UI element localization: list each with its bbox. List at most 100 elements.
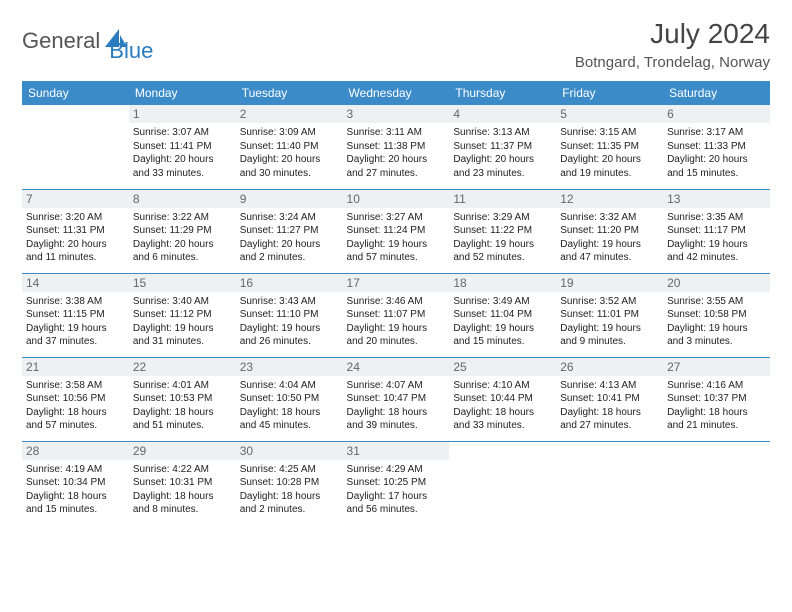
day-details: Sunrise: 4:22 AMSunset: 10:31 PMDaylight…: [133, 463, 232, 517]
day-number: 26: [556, 358, 663, 376]
day-details: Sunrise: 3:40 AMSunset: 11:12 PMDaylight…: [133, 295, 232, 349]
day-details: Sunrise: 4:19 AMSunset: 10:34 PMDaylight…: [26, 463, 125, 517]
day-cell: 12 Sunrise: 3:32 AMSunset: 11:20 PMDaylig…: [556, 189, 663, 273]
weekday-header: Monday: [129, 81, 236, 105]
day-cell: 16 Sunrise: 3:43 AMSunset: 11:10 PMDaylig…: [236, 273, 343, 357]
day-cell: 26 Sunrise: 4:13 AMSunset: 10:41 PMDaylig…: [556, 357, 663, 441]
day-details: Sunrise: 3:58 AMSunset: 10:56 PMDaylight…: [26, 379, 125, 433]
logo: General Blue: [22, 18, 153, 64]
day-number: 24: [343, 358, 450, 376]
day-cell: 24Sunrise: 4:07 AMSunset: 10:47 PMDaylig…: [343, 357, 450, 441]
day-number: 19: [556, 274, 663, 292]
day-cell: 31Sunrise: 4:29 AMSunset: 10:25 PMDaylig…: [343, 441, 450, 525]
day-cell: 10 Sunrise: 3:27 AMSunset: 11:24 PMDaylig…: [343, 189, 450, 273]
day-details: Sunrise: 3:27 AMSunset: 11:24 PMDaylight…: [347, 211, 446, 265]
day-details: Sunrise: 3:24 AMSunset: 11:27 PMDaylight…: [240, 211, 339, 265]
day-cell: 3 Sunrise: 3:11 AMSunset: 11:38 PMDayligh…: [343, 105, 450, 189]
day-details: Sunrise: 3:22 AMSunset: 11:29 PMDaylight…: [133, 211, 232, 265]
header: General Blue July 2024 Botngard, Trondel…: [22, 18, 770, 71]
day-number: 8: [129, 190, 236, 208]
day-number: 14: [22, 274, 129, 292]
weekday-header: Saturday: [663, 81, 770, 105]
day-cell: 6 Sunrise: 3:17 AMSunset: 11:33 PMDayligh…: [663, 105, 770, 189]
day-cell: 4 Sunrise: 3:13 AMSunset: 11:37 PMDayligh…: [449, 105, 556, 189]
day-details: Sunrise: 3:49 AMSunset: 11:04 PMDaylight…: [453, 295, 552, 349]
day-cell: 18 Sunrise: 3:49 AMSunset: 11:04 PMDaylig…: [449, 273, 556, 357]
day-number: 11: [449, 190, 556, 208]
calendar-row: 28 Sunrise: 4:19 AMSunset: 10:34 PMDaylig…: [22, 441, 770, 525]
day-number: 16: [236, 274, 343, 292]
day-number: 13: [663, 190, 770, 208]
day-cell: 20 Sunrise: 3:55 AMSunset: 10:58 PMDaylig…: [663, 273, 770, 357]
day-cell: 21Sunrise: 3:58 AMSunset: 10:56 PMDaylig…: [22, 357, 129, 441]
empty-cell: [449, 441, 556, 525]
day-details: Sunrise: 3:20 AMSunset: 11:31 PMDaylight…: [26, 211, 125, 265]
day-number: 15: [129, 274, 236, 292]
calendar-body: 1 Sunrise: 3:07 AMSunset: 11:41 PMDayligh…: [22, 105, 770, 525]
day-cell: 25Sunrise: 4:10 AMSunset: 10:44 PMDaylig…: [449, 357, 556, 441]
day-cell: 7 Sunrise: 3:20 AMSunset: 11:31 PMDayligh…: [22, 189, 129, 273]
day-details: Sunrise: 3:55 AMSunset: 10:58 PMDaylight…: [667, 295, 766, 349]
day-cell: 29 Sunrise: 4:22 AMSunset: 10:31 PMDaylig…: [129, 441, 236, 525]
day-cell: 13 Sunrise: 3:35 AMSunset: 11:17 PMDaylig…: [663, 189, 770, 273]
calendar-row: 7 Sunrise: 3:20 AMSunset: 11:31 PMDayligh…: [22, 189, 770, 273]
day-details: Sunrise: 4:13 AMSunset: 10:41 PMDaylight…: [560, 379, 659, 433]
day-cell: 22Sunrise: 4:01 AMSunset: 10:53 PMDaylig…: [129, 357, 236, 441]
day-number: 29: [129, 442, 236, 460]
day-number: 23: [236, 358, 343, 376]
calendar-row: 14 Sunrise: 3:38 AMSunset: 11:15 PMDaylig…: [22, 273, 770, 357]
empty-cell: [663, 441, 770, 525]
weekday-header: Friday: [556, 81, 663, 105]
weekday-header: Thursday: [449, 81, 556, 105]
day-number: 27: [663, 358, 770, 376]
weekday-header: Wednesday: [343, 81, 450, 105]
day-number: 3: [343, 105, 450, 123]
day-cell: 5 Sunrise: 3:15 AMSunset: 11:35 PMDayligh…: [556, 105, 663, 189]
day-details: Sunrise: 3:35 AMSunset: 11:17 PMDaylight…: [667, 211, 766, 265]
day-cell: 8 Sunrise: 3:22 AMSunset: 11:29 PMDayligh…: [129, 189, 236, 273]
day-number: 12: [556, 190, 663, 208]
day-number: 1: [129, 105, 236, 123]
day-number: 10: [343, 190, 450, 208]
logo-text-general: General: [22, 28, 100, 54]
day-number: 30: [236, 442, 343, 460]
day-number: 17: [343, 274, 450, 292]
day-number: 9: [236, 190, 343, 208]
day-number: 28: [22, 442, 129, 460]
day-number: 22: [129, 358, 236, 376]
day-number: 18: [449, 274, 556, 292]
day-details: Sunrise: 3:38 AMSunset: 11:15 PMDaylight…: [26, 295, 125, 349]
day-details: Sunrise: 3:17 AMSunset: 11:33 PMDaylight…: [667, 126, 766, 180]
day-number: 4: [449, 105, 556, 123]
weekday-header-row: SundayMondayTuesdayWednesdayThursdayFrid…: [22, 81, 770, 105]
day-number: 6: [663, 105, 770, 123]
day-details: Sunrise: 4:25 AMSunset: 10:28 PMDaylight…: [240, 463, 339, 517]
day-details: Sunrise: 3:43 AMSunset: 11:10 PMDaylight…: [240, 295, 339, 349]
logo-text-blue: Blue: [109, 38, 153, 64]
day-cell: 28 Sunrise: 4:19 AMSunset: 10:34 PMDaylig…: [22, 441, 129, 525]
day-details: Sunrise: 3:15 AMSunset: 11:35 PMDaylight…: [560, 126, 659, 180]
day-details: Sunrise: 3:32 AMSunset: 11:20 PMDaylight…: [560, 211, 659, 265]
day-number: 31: [343, 442, 450, 460]
day-number: 20: [663, 274, 770, 292]
day-cell: 9 Sunrise: 3:24 AMSunset: 11:27 PMDayligh…: [236, 189, 343, 273]
location-text: Botngard, Trondelag, Norway: [575, 54, 770, 71]
calendar-row: 21Sunrise: 3:58 AMSunset: 10:56 PMDaylig…: [22, 357, 770, 441]
empty-cell: [22, 105, 129, 189]
day-cell: 17 Sunrise: 3:46 AMSunset: 11:07 PMDaylig…: [343, 273, 450, 357]
day-cell: 15 Sunrise: 3:40 AMSunset: 11:12 PMDaylig…: [129, 273, 236, 357]
day-cell: 2Sunrise: 3:09 AMSunset: 11:40 PMDayligh…: [236, 105, 343, 189]
day-details: Sunrise: 3:13 AMSunset: 11:37 PMDaylight…: [453, 126, 552, 180]
day-details: Sunrise: 4:16 AMSunset: 10:37 PMDaylight…: [667, 379, 766, 433]
calendar-row: 1 Sunrise: 3:07 AMSunset: 11:41 PMDayligh…: [22, 105, 770, 189]
month-title: July 2024: [575, 18, 770, 50]
day-details: Sunrise: 3:07 AMSunset: 11:41 PMDaylight…: [133, 126, 232, 180]
day-details: Sunrise: 3:11 AMSunset: 11:38 PMDaylight…: [347, 126, 446, 180]
day-number: 7: [22, 190, 129, 208]
day-cell: 30 Sunrise: 4:25 AMSunset: 10:28 PMDaylig…: [236, 441, 343, 525]
day-details: Sunrise: 3:46 AMSunset: 11:07 PMDaylight…: [347, 295, 446, 349]
day-cell: 27 Sunrise: 4:16 AMSunset: 10:37 PMDaylig…: [663, 357, 770, 441]
calendar-table: SundayMondayTuesdayWednesdayThursdayFrid…: [22, 81, 770, 525]
day-number: 5: [556, 105, 663, 123]
title-block: July 2024 Botngard, Trondelag, Norway: [575, 18, 770, 71]
